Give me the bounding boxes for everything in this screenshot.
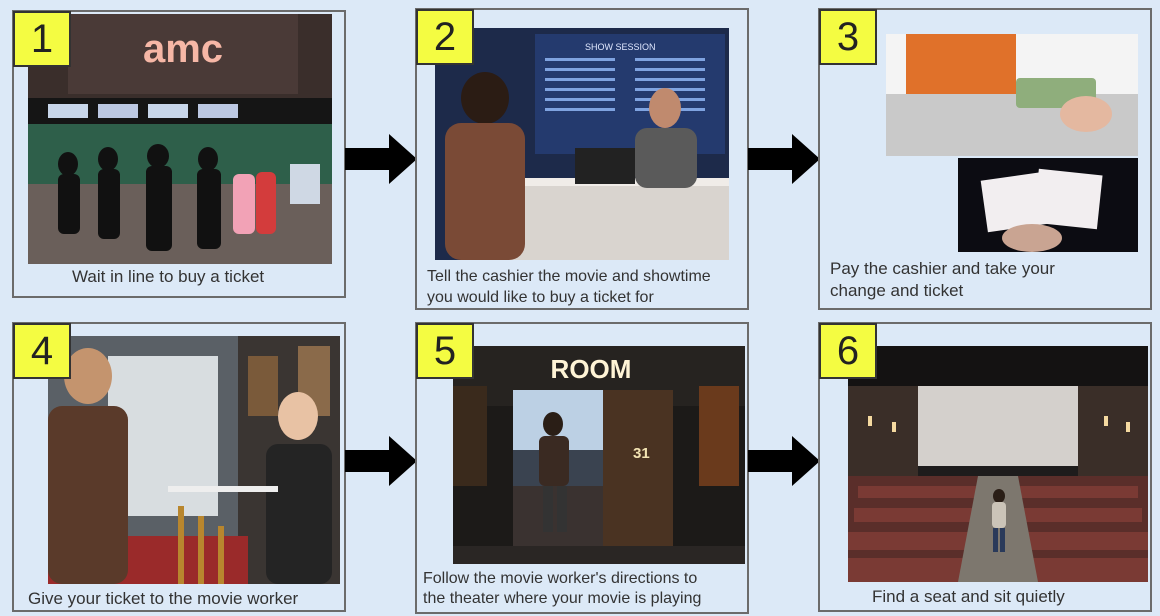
- step-4-panel: 4 Give your ticket to the movie worker: [12, 322, 346, 612]
- step-6-number: 6: [819, 323, 877, 379]
- step-2-caption-line2: you would like to buy a ticket for: [427, 289, 654, 306]
- step-2-image: SHOW SESSION: [435, 28, 729, 260]
- step-5-image: ROOM 31: [453, 346, 745, 564]
- step-6-panel: 6 Find a seat and sit q: [818, 322, 1152, 612]
- step-4-number: 4: [13, 323, 71, 379]
- step-3-caption-line2: change and ticket: [830, 281, 964, 300]
- step-3-image-tickets: [958, 158, 1138, 252]
- arrow-right-icon: [345, 134, 417, 184]
- step-2-number: 2: [416, 9, 474, 65]
- step-3-number: 3: [819, 9, 877, 65]
- step-1-panel: 1 amc Wait in line to buy a ticket: [12, 10, 346, 298]
- step-1-number: 1: [13, 11, 71, 67]
- step-4-caption: Give your ticket to the movie worker: [28, 589, 299, 608]
- room-sign: ROOM: [551, 354, 632, 384]
- show-session-board: SHOW SESSION: [585, 42, 656, 52]
- arrow-right-icon: [748, 134, 820, 184]
- step-5-caption-line1: Follow the movie worker's directions to: [423, 570, 698, 587]
- step-4-image: [48, 336, 340, 584]
- arrow-right-icon: [345, 436, 417, 486]
- step-3-panel: 3 Pay the cashier and take your change a…: [818, 8, 1152, 310]
- step-5-panel: 5 ROOM 31 Follow the movie worker's dire…: [415, 322, 749, 614]
- step-1-caption: Wait in line to buy a ticket: [72, 267, 265, 286]
- step-1-image: amc: [28, 14, 332, 264]
- step-5-caption-line2: the theater where your movie is playing: [423, 590, 702, 607]
- step-3-caption-line1: Pay the cashier and take your: [830, 259, 1055, 278]
- step-5-number: 5: [416, 323, 474, 379]
- step-6-image: [848, 346, 1148, 582]
- step-2-panel: 2 SHOW SESSION Tell the cashier the movi…: [415, 8, 749, 310]
- door-number: 31: [633, 445, 650, 462]
- step-3-image-payment: [886, 34, 1138, 156]
- amc-sign: amc: [143, 27, 223, 71]
- arrow-right-icon: [748, 436, 820, 486]
- step-6-caption: Find a seat and sit quietly: [872, 587, 1065, 606]
- step-2-caption-line1: Tell the cashier the movie and showtime: [427, 268, 711, 285]
